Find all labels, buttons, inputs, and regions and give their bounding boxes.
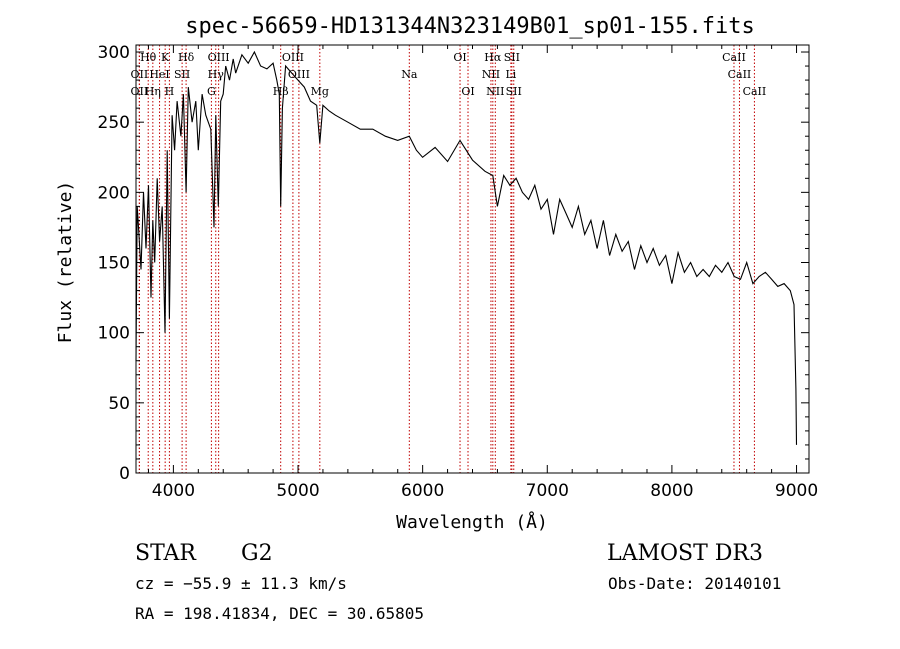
line-label: Mg [311, 85, 329, 98]
y-tick-label: 0 [119, 464, 130, 484]
plot-area [135, 44, 810, 474]
line-label: NII [486, 85, 504, 98]
line-label: CaII [743, 85, 767, 98]
line-label: CaII [722, 51, 746, 64]
line-label: Hα [484, 51, 502, 64]
x-tick-label: 6000 [401, 481, 444, 501]
y-axis: 0 50 100 150 200 250 300 [98, 43, 809, 484]
y-tick-label: 300 [98, 43, 130, 63]
line-label: OI [461, 85, 474, 98]
line-labels: CaII CaII CaII Hθ OII OII K HeI Hη SII H Hδ OIII Hγ G O… [131, 51, 767, 98]
line-label: Hη [145, 85, 161, 98]
line-label: Li [505, 68, 516, 81]
y-tick-label: 150 [98, 254, 130, 274]
redshift: cz = −55.9 ± 11.3 km/s [135, 574, 347, 593]
x-tick-label: 9000 [775, 481, 818, 501]
y-tick-label: 200 [98, 183, 130, 203]
line-label: H [165, 85, 175, 98]
line-label: SII [506, 85, 522, 98]
line-label: HeI [149, 68, 169, 81]
line-label: CaII [728, 68, 752, 81]
y-tick-label: 100 [98, 324, 130, 344]
x-axis-label: Wavelength (Å) [396, 511, 548, 533]
x-axis: 4000 5000 6000 7000 8000 9000 [147, 45, 818, 501]
line-label: SII [174, 68, 190, 81]
line-label: Na [401, 68, 418, 81]
observation-date: Obs-Date: 20140101 [608, 574, 781, 593]
line-label: Hδ [178, 51, 195, 64]
x-tick-label: 8000 [650, 481, 693, 501]
x-tick-label: 4000 [152, 481, 195, 501]
line-label: OI [453, 51, 466, 64]
line-label: G [207, 85, 216, 98]
y-tick-label: 250 [98, 113, 130, 133]
coordinates: RA = 198.41834, DEC = 30.65805 [135, 604, 424, 623]
spectrum-line [135, 50, 798, 445]
y-tick-label: 50 [108, 394, 130, 414]
x-tick-label: 5000 [276, 481, 319, 501]
subclass: G2 [241, 541, 273, 566]
chart-title: spec-56659-HD131344N323149B01_sp01-155.f… [185, 14, 755, 39]
line-label: OIII [288, 68, 310, 81]
line-label: OII [131, 85, 149, 98]
line-label: Hθ [140, 51, 157, 64]
object-class: STAR [135, 541, 197, 566]
line-label: NII [482, 68, 500, 81]
line-markers [138, 45, 755, 473]
line-label: OIII [208, 51, 230, 64]
line-label: OIII [282, 51, 304, 64]
line-label: Hγ [208, 68, 225, 81]
line-label: K [161, 51, 170, 64]
line-label: OII [131, 68, 149, 81]
x-tick-label: 7000 [526, 481, 569, 501]
line-label: Hβ [273, 85, 289, 98]
line-label: SII [504, 51, 520, 64]
survey-name: LAMOST DR3 [607, 541, 763, 566]
y-axis-label: Flux (relative) [55, 181, 76, 344]
